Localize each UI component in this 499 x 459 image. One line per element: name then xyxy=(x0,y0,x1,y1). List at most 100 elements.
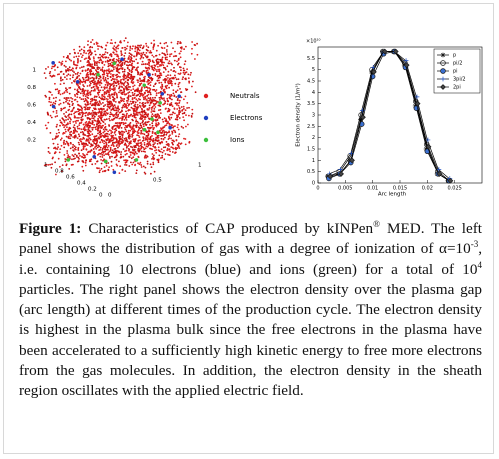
neutral-particle xyxy=(100,114,103,117)
neutral-particle xyxy=(168,148,170,151)
neutral-particle xyxy=(143,70,146,72)
neutral-particle xyxy=(139,148,141,151)
ion xyxy=(96,72,100,77)
neutral-particle xyxy=(55,125,58,128)
neutral-particle xyxy=(111,74,114,77)
neutral-particle xyxy=(119,165,122,168)
neutral-particle xyxy=(164,100,167,103)
neutral-particle xyxy=(115,112,118,114)
neutral-particle xyxy=(82,112,85,115)
neutral-particle xyxy=(123,131,126,134)
neutral-particle xyxy=(85,142,88,145)
neutral-particle xyxy=(44,77,47,79)
neutral-particle xyxy=(78,112,81,114)
neutral-particle xyxy=(178,52,181,55)
neutral-particle xyxy=(65,135,68,138)
neutral-particle xyxy=(98,120,101,123)
neutral-particle xyxy=(70,113,73,116)
neutral-particle xyxy=(79,92,82,95)
neutral-particle xyxy=(83,89,85,92)
neutral-particle xyxy=(160,157,162,159)
neutral-particle xyxy=(176,147,179,150)
neutral-particle xyxy=(160,81,163,84)
neutral-particle xyxy=(123,84,125,86)
neutral-particle xyxy=(153,154,155,157)
neutral-particle xyxy=(164,146,167,149)
neutral-particle xyxy=(80,109,83,112)
neutral-particle xyxy=(94,53,97,56)
neutral-particle xyxy=(95,62,98,65)
neutral-particle xyxy=(159,42,162,45)
neutral-particle xyxy=(152,161,155,164)
neutral-particle xyxy=(125,144,128,147)
neutral-particle xyxy=(94,102,97,104)
neutral-particle xyxy=(127,79,129,82)
neutral-particle xyxy=(73,148,76,150)
neutral-particle xyxy=(119,89,122,92)
neutral-particle xyxy=(108,68,110,70)
neutral-particle xyxy=(44,124,47,127)
marker xyxy=(436,167,442,172)
neutral-particle xyxy=(143,53,146,56)
neutral-particle xyxy=(133,75,135,78)
neutral-particle xyxy=(112,85,115,88)
neutral-particle xyxy=(177,135,180,138)
neutral-particle xyxy=(102,89,104,92)
neutral-particle xyxy=(167,74,169,76)
neutral-particle xyxy=(104,84,107,86)
neutral-particle xyxy=(47,150,50,153)
neutral-particle xyxy=(90,89,93,92)
neutral-particle xyxy=(125,146,128,149)
neutral-particle xyxy=(191,85,193,88)
neutral-particle xyxy=(132,45,134,48)
neutral-particle xyxy=(129,151,132,154)
neutral-particle xyxy=(175,78,178,81)
neutral-particle xyxy=(101,120,104,123)
neutral-particle xyxy=(64,128,67,131)
neutral-particle xyxy=(118,151,121,154)
neutral-particle xyxy=(131,97,134,99)
neutral-particle xyxy=(125,110,127,113)
neutral-particle xyxy=(74,146,77,149)
neutral-particle xyxy=(148,64,151,67)
neutral-particle xyxy=(126,45,129,47)
neutral-particle xyxy=(137,51,140,54)
neutral-particle xyxy=(126,64,128,66)
neutral-particle xyxy=(121,106,124,109)
neutral-particle xyxy=(145,86,148,88)
neutral-particle xyxy=(136,89,139,92)
neutral-particle xyxy=(105,153,107,155)
neutral-particle xyxy=(144,92,146,94)
neutral-particle xyxy=(133,92,136,95)
neutral-particle xyxy=(84,99,87,102)
neutral-particle xyxy=(90,87,93,89)
neutral-particle xyxy=(163,97,165,99)
neutral-particle xyxy=(141,121,144,124)
neutral-particle xyxy=(78,122,81,125)
neutral-particle xyxy=(173,94,176,97)
marker xyxy=(440,84,446,90)
neutral-particle xyxy=(175,104,178,106)
neutral-particle xyxy=(136,53,138,56)
neutral-particle xyxy=(146,145,149,148)
neutral-particle xyxy=(86,71,89,74)
neutral-particle xyxy=(141,80,144,83)
neutral-particle xyxy=(146,160,149,163)
neutral-particle xyxy=(144,66,147,69)
neutral-particle xyxy=(81,142,83,145)
neutral-particle xyxy=(183,98,185,101)
neutral-particle xyxy=(92,126,95,129)
neutral-particle xyxy=(147,132,150,135)
neutral-particle xyxy=(124,153,127,156)
neutral-particle xyxy=(140,118,143,120)
neutral-particle xyxy=(153,66,156,69)
neutral-particle xyxy=(104,113,107,116)
neutral-particle xyxy=(140,164,143,166)
neutral-particle xyxy=(82,84,84,86)
neutral-particle xyxy=(149,98,152,101)
neutral-particle xyxy=(136,142,139,145)
neutral-particle xyxy=(113,104,116,107)
neutral-particle xyxy=(138,145,140,148)
neutral-particle xyxy=(123,118,126,121)
neutral-particle xyxy=(106,86,108,89)
